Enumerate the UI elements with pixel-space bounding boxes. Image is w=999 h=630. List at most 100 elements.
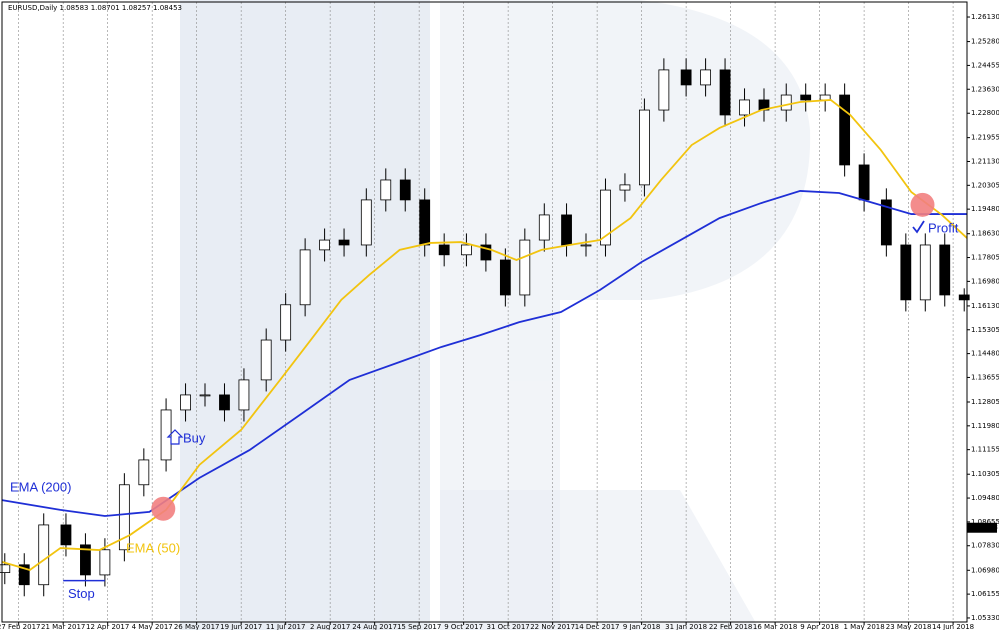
candle-body: [138, 459, 150, 486]
candle-body: [319, 239, 330, 251]
y-tick-label: 1.13655: [971, 373, 999, 381]
candle-body: [438, 244, 450, 256]
candle-body: [461, 244, 472, 256]
y-tick-label: 1.06155: [971, 590, 999, 598]
x-tick-label: 4 May 2017: [132, 623, 173, 630]
buy-label: Buy: [183, 430, 206, 445]
x-tick-label: 14 Jun 2018: [932, 623, 974, 630]
candle-body: [60, 524, 72, 546]
x-tick-label: 23 May 2018: [886, 623, 932, 630]
candle-body: [719, 69, 731, 116]
y-tick-label: 1.21955: [971, 134, 999, 142]
candle-body: [499, 259, 511, 296]
y-tick-label: 1.06980: [971, 566, 999, 574]
x-tick-label: 19 Jun 2017: [220, 623, 262, 630]
candle-body: [680, 69, 692, 86]
y-tick-label: 1.17805: [971, 254, 999, 262]
candle-body: [800, 94, 812, 101]
y-tick-label: 1.10305: [971, 470, 999, 478]
x-tick-label: 9 Jan 2018: [623, 623, 661, 630]
candle-body: [919, 244, 931, 301]
x-tick-label: 31 Jan 2018: [665, 623, 707, 630]
x-tick-label: 2 Aug 2017: [310, 623, 350, 630]
y-tick-label: 1.14480: [971, 350, 999, 358]
x-tick-label: 12 Apr 2017: [86, 623, 129, 630]
candle-body: [160, 409, 172, 461]
candle-body: [619, 184, 631, 191]
y-tick-label: 1.19480: [971, 205, 999, 213]
y-tick-label: 1.23630: [971, 85, 999, 93]
candle-body: [939, 244, 951, 296]
y-tick-label: 1.24455: [971, 61, 999, 69]
x-tick-label: 22 Feb 2018: [709, 623, 753, 630]
x-tick-label: 9 Oct 2017: [444, 623, 483, 630]
candle-body: [639, 109, 650, 186]
candle-body: [419, 199, 431, 246]
x-tick-label: 1 May 2018: [844, 623, 885, 630]
candle-body: [280, 304, 292, 341]
ema-line: [1, 190, 967, 517]
y-tick-label: 1.05330: [971, 614, 999, 622]
candle-body: [238, 379, 250, 411]
candle-body: [739, 99, 750, 116]
plot-frame: [1, 1, 968, 623]
legend-ema50: EMA (50): [126, 540, 180, 555]
candle-body: [600, 189, 611, 246]
candle-body: [561, 214, 572, 246]
candle-body: [199, 394, 211, 397]
candle-body: [580, 244, 592, 247]
candle-body: [80, 544, 91, 576]
y-tick-label: 1.21130: [971, 157, 999, 165]
x-tick-label: 31 Oct 2017: [486, 623, 529, 630]
y-tick-label: 1.07830: [971, 542, 999, 550]
candle-body: [858, 164, 870, 201]
x-tick-label: 24 Aug 2017: [352, 623, 397, 630]
candle-body: [360, 199, 372, 246]
y-tick-label: 1.09480: [971, 494, 999, 502]
y-tick-label: 1.18630: [971, 230, 999, 238]
buy-arrow-icon: [166, 429, 184, 445]
signal-marker: [910, 192, 935, 217]
y-tick-label: 1.22800: [971, 109, 999, 117]
candle-body: [538, 214, 550, 241]
last-price-box: [967, 522, 997, 533]
candle-body: [260, 339, 272, 381]
plot: [0, 58, 970, 597]
y-tick-label: 1.15305: [971, 326, 999, 334]
y-tick-label: 1.16130: [971, 302, 999, 310]
y-tick-label: 1.11155: [971, 446, 999, 454]
candle-body: [780, 94, 792, 111]
candle-body: [380, 179, 392, 201]
y-tick-label: 1.12805: [971, 398, 999, 406]
y-tick-label: 1.25280: [971, 38, 999, 46]
candle-body: [18, 564, 30, 586]
x-tick-label: 14 Dec 2017: [575, 623, 620, 630]
chart-title: EURUSD,Daily 1.08583 1.08701 1.08257 1.0…: [8, 4, 182, 12]
candle-body: [480, 244, 492, 261]
candle-body: [839, 94, 851, 166]
candle-body: [658, 69, 670, 111]
candle-body: [900, 244, 912, 301]
signal-marker: [151, 496, 176, 521]
candle-body: [399, 179, 411, 201]
candle-body: [519, 239, 531, 296]
x-tick-label: 16 Mar 2018: [753, 623, 797, 630]
candle-body: [38, 524, 50, 586]
legend-ema200: EMA (200): [10, 479, 71, 494]
candle-body: [118, 484, 130, 551]
x-tick-label: 26 May 2017: [174, 623, 220, 630]
x-tick-label: 15 Sep 2017: [397, 623, 441, 630]
y-tick-label: 1.11980: [971, 422, 999, 430]
last-price-label: 1.08453: [969, 524, 998, 532]
candle-body: [299, 249, 311, 306]
x-tick-label: 11 Jul 2017: [266, 623, 306, 630]
y-tick-label: 1.26130: [971, 13, 999, 21]
candle-body: [180, 394, 191, 411]
profit-label: Profit: [928, 220, 959, 235]
stop-label: Stop: [68, 586, 95, 601]
y-tick-label: 1.08655: [971, 518, 999, 526]
y-tick-label: 1.20305: [971, 181, 999, 189]
x-tick-label: 27 Feb 2017: [0, 623, 40, 630]
x-tick-label: 21 Mar 2017: [41, 623, 85, 630]
